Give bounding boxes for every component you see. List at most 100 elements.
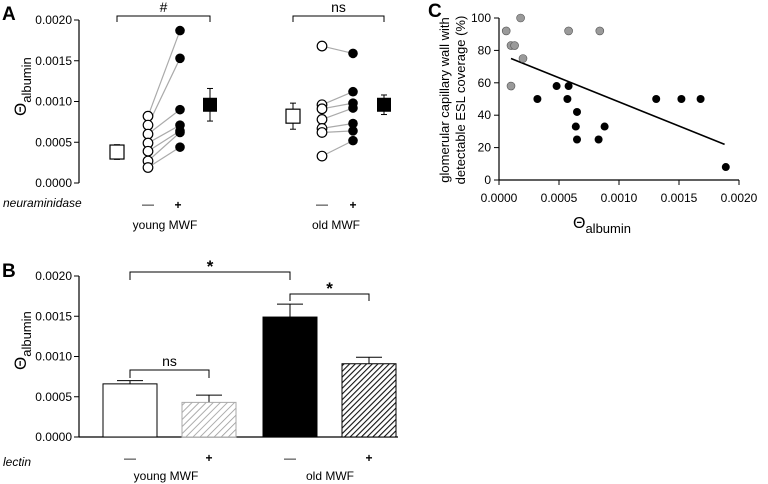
a-pair-line xyxy=(147,130,181,152)
c-x-tick-label: 0.0020 xyxy=(721,191,758,205)
a-point-after xyxy=(175,25,185,36)
a-minus-label: — xyxy=(316,197,328,211)
b-y-axis-symbol: Θ xyxy=(11,357,30,370)
a-pair-line xyxy=(321,107,354,120)
a-pair-line xyxy=(147,109,181,135)
b-y-axis-subscript: albumin xyxy=(19,311,34,357)
b-y-tick-label: 0.0015 xyxy=(35,309,72,323)
c-regression-line xyxy=(510,57,725,146)
a-point-after xyxy=(175,53,185,64)
a-y-tick-label: 0.0020 xyxy=(35,13,72,27)
c-x-axis-label: Θalbumin xyxy=(573,215,631,236)
c-point-black xyxy=(571,122,580,131)
a-plus-label: + xyxy=(349,198,356,212)
c-point-black xyxy=(696,95,705,103)
a-significance-bracket xyxy=(116,15,211,22)
c-y-tick-label: 40 xyxy=(478,108,492,122)
a-treatment-label: neuraminidase xyxy=(3,196,82,210)
c-y-tick-label: 0 xyxy=(484,173,491,187)
c-point-black xyxy=(721,163,730,172)
a-point-after xyxy=(175,127,185,138)
b-bar xyxy=(262,316,318,438)
c-point-black xyxy=(573,135,581,144)
a-y-tick-label: 0.0010 xyxy=(35,95,72,109)
a-point-before xyxy=(316,127,328,138)
b-comparison-label: * xyxy=(326,279,333,298)
a-summary-plus-marker xyxy=(377,97,391,112)
c-x-tick-label: 0.0015 xyxy=(661,191,698,205)
c-x-tick-label: 0.0010 xyxy=(601,191,638,205)
c-y-tick-label: 80 xyxy=(478,43,492,57)
b-comparison-bracket xyxy=(129,369,210,378)
b-treatment-label: + xyxy=(205,451,212,465)
panel-b: 0.0000 0.0005 0.0010 0.0015 0.0020 Θalbumin — +… xyxy=(3,257,398,483)
a-minus-label: — xyxy=(142,197,154,211)
b-group-label: young MWF xyxy=(134,469,199,483)
panel-letter-c: C xyxy=(428,1,442,22)
a-pair-line xyxy=(147,58,181,126)
c-y-tick-label: 60 xyxy=(478,76,492,90)
a-y-axis-symbol: Θ xyxy=(11,103,30,116)
b-y-tick-label: 0.0010 xyxy=(35,350,72,364)
c-point-black xyxy=(600,122,609,131)
a-point-before xyxy=(142,162,154,173)
a-y-axis-label: Θalbumin xyxy=(11,57,34,116)
a-summary-plus-marker xyxy=(203,97,217,112)
a-point-before xyxy=(316,40,328,52)
c-point-grey xyxy=(518,54,528,63)
a-point-before xyxy=(142,119,154,131)
c-point-black xyxy=(564,82,573,91)
a-significance-label: # xyxy=(160,0,168,15)
a-point-after xyxy=(348,118,358,129)
c-point-black xyxy=(563,95,572,103)
c-point-black xyxy=(594,135,603,144)
a-plus-label: + xyxy=(174,198,181,212)
a-point-before xyxy=(142,145,154,157)
c-point-black xyxy=(533,95,542,103)
a-significance-label: ns xyxy=(331,0,346,15)
b-treatment-label: — xyxy=(124,451,136,465)
a-point-before xyxy=(316,150,328,162)
c-point-black xyxy=(677,95,686,103)
b-treatment-label: — xyxy=(284,451,296,465)
c-point-grey xyxy=(516,13,525,23)
b-treatment-label-title: lectin xyxy=(3,455,31,469)
c-point-black xyxy=(573,107,581,116)
b-group-label: old MWF xyxy=(306,469,354,483)
a-pair-line xyxy=(321,91,354,106)
c-y-tick-label: 100 xyxy=(471,11,491,25)
a-y-tick-label: 0.0015 xyxy=(35,54,72,68)
a-group-label: old MWF xyxy=(312,218,360,232)
a-point-before xyxy=(316,103,328,115)
a-point-after xyxy=(348,48,358,59)
c-x-axis-symbol: Θ xyxy=(573,215,585,232)
a-pair-line xyxy=(147,146,181,169)
a-point-before xyxy=(142,128,154,140)
b-bar xyxy=(341,363,397,438)
c-point-grey xyxy=(510,41,519,50)
a-point-after xyxy=(175,142,185,152)
c-point-black xyxy=(652,95,661,103)
b-bar xyxy=(102,383,158,438)
b-bar xyxy=(181,401,237,438)
c-point-black xyxy=(552,82,561,91)
b-comparison-label: * xyxy=(207,257,214,276)
a-point-after xyxy=(175,104,185,115)
c-x-tick-label: 0.0005 xyxy=(541,191,578,205)
panel-a: 0.0000 0.0005 0.0010 0.0015 0.0020 Θalbumin ne… xyxy=(3,0,391,232)
a-significance-bracket xyxy=(292,15,385,22)
b-comparison-bracket xyxy=(129,271,291,280)
c-point-grey xyxy=(595,26,605,36)
a-y-axis-subscript: albumin xyxy=(19,57,34,103)
b-y-axis-label: Θalbumin xyxy=(11,311,34,370)
b-y-tick-label: 0.0020 xyxy=(35,269,72,283)
a-pair-line xyxy=(321,140,354,157)
a-pair-line xyxy=(147,30,181,117)
a-point-after xyxy=(348,126,358,136)
a-group-label: young MWF xyxy=(133,218,198,232)
panel-letter-a: A xyxy=(2,4,16,25)
a-summary-minus-marker xyxy=(109,144,125,160)
panel-letter-b: B xyxy=(2,261,16,282)
panel-c: 0 20 40 60 80 100 0.0000 0.0005 0.0010 0.0015 0.00… xyxy=(437,11,758,236)
